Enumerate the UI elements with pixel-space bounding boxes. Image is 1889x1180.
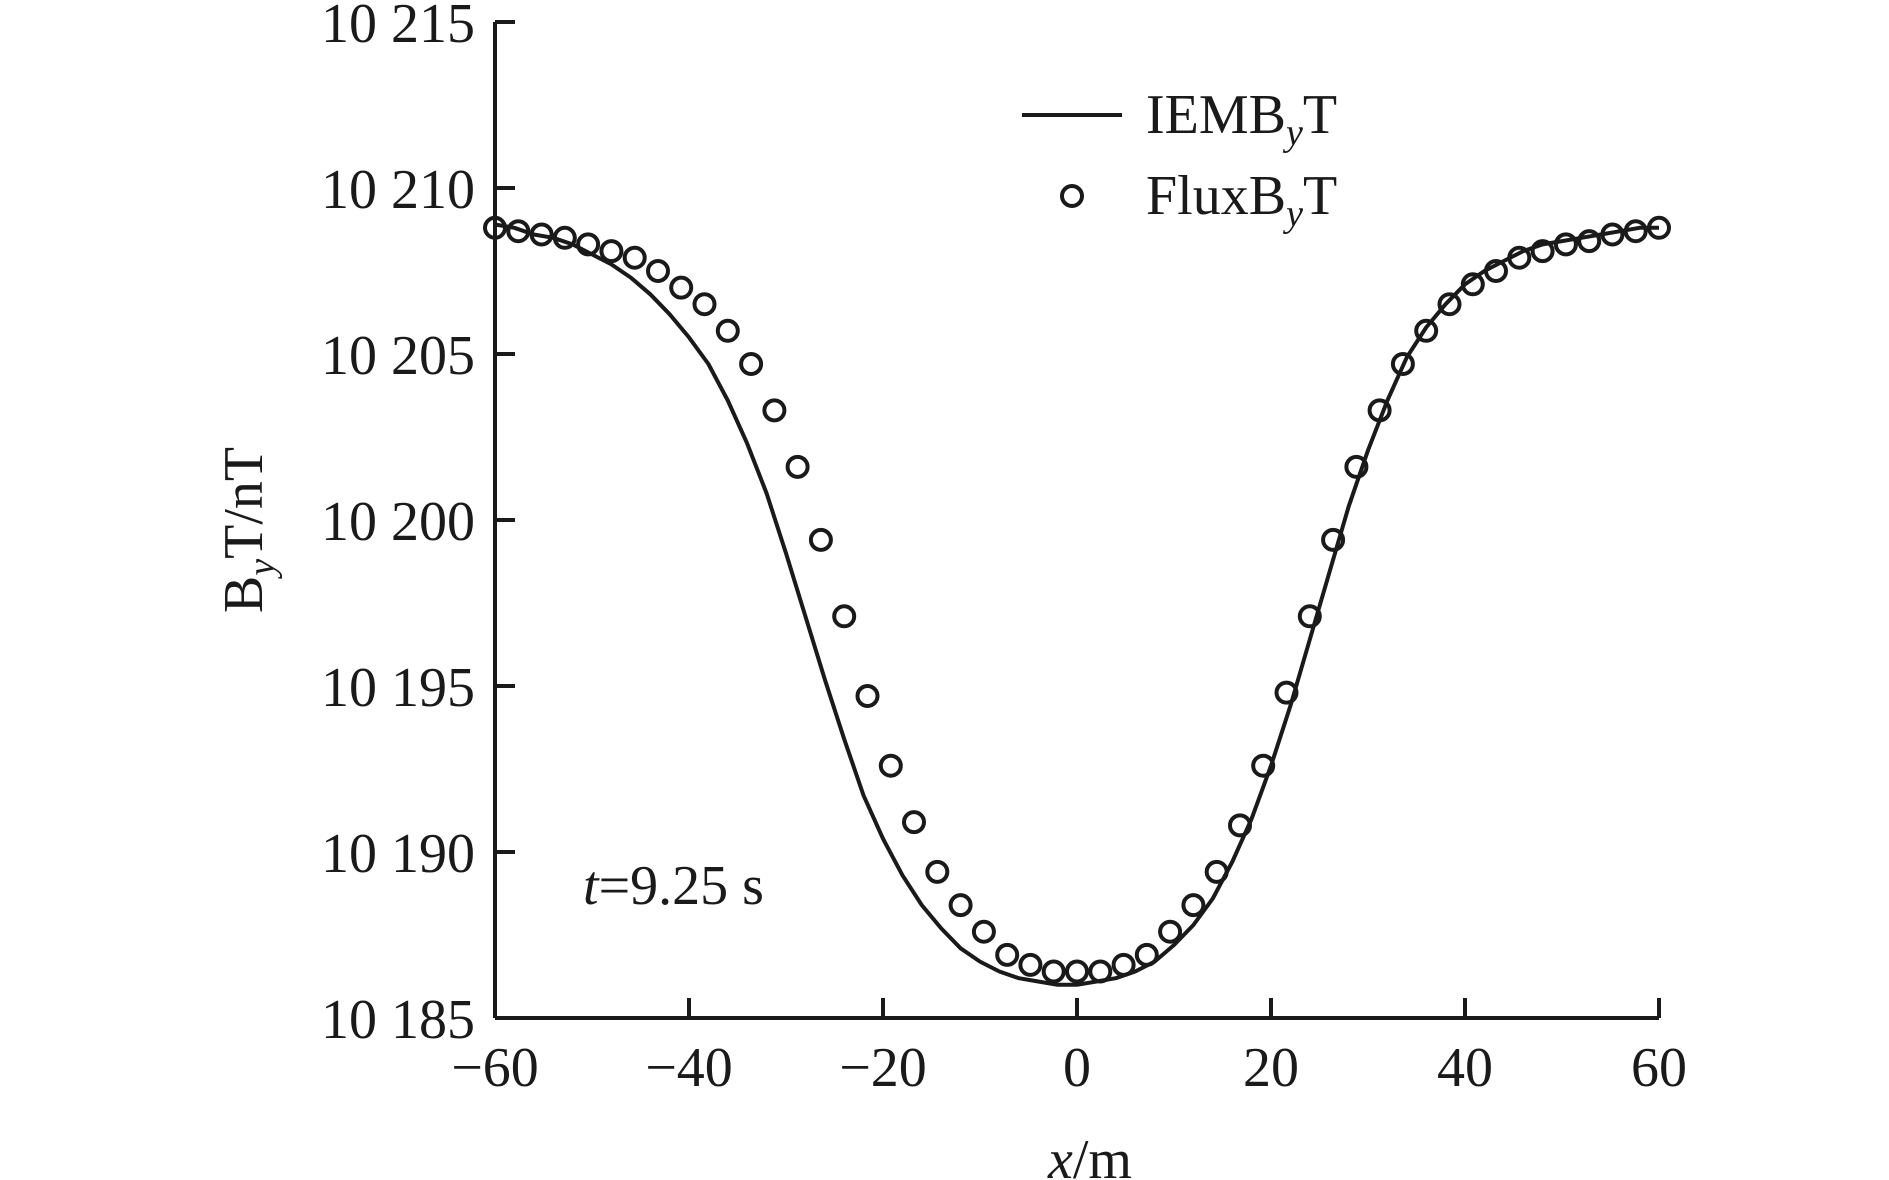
plot-series — [483, 215, 1671, 987]
y-tick-label: 10 205 — [321, 325, 475, 387]
y-axis-title-rest: T/nT — [213, 447, 275, 559]
x-axis-title-var: x — [1047, 1129, 1073, 1180]
flux-data-point — [739, 352, 764, 376]
flux-data-point — [622, 245, 647, 270]
flux-data-point — [1367, 398, 1392, 423]
flux-data-point — [1041, 959, 1066, 984]
flux-data-point — [715, 318, 740, 343]
flux-data-point — [971, 919, 996, 944]
flux-data-point — [692, 292, 717, 317]
flux-data-point — [1111, 952, 1136, 977]
iemb-series-line — [494, 222, 1659, 987]
flux-data-point — [1600, 222, 1625, 247]
flux-data-point — [1647, 215, 1671, 240]
x-tick-label: 20 — [1243, 1037, 1299, 1099]
flux-data-point — [1181, 893, 1206, 918]
legend-label-flux-sub: y — [1282, 193, 1303, 235]
flux-data-point — [1274, 680, 1299, 705]
x-axis-title: x/m — [1047, 1129, 1132, 1180]
flux-data-point — [1228, 813, 1252, 838]
flux-data-point — [1251, 753, 1276, 778]
flux-data-point — [995, 942, 1020, 967]
flux-data-point — [576, 232, 601, 257]
x-axis-title-unit: /m — [1073, 1129, 1132, 1180]
y-tick-label: 10 185 — [321, 989, 475, 1051]
flux-data-point — [1577, 229, 1602, 254]
x-tick-label: 60 — [1631, 1037, 1687, 1099]
time-annotation-var: t — [583, 855, 600, 917]
legend-label-iemb: IEMByT — [1146, 84, 1337, 154]
flux-data-point — [1623, 219, 1648, 244]
legend-label-iemb-name: IEMB — [1146, 84, 1286, 146]
time-annotation-value: =9.25 s — [599, 855, 764, 917]
flux-data-point — [646, 259, 670, 283]
y-axis-title-base: B — [213, 576, 275, 613]
flux-data-point — [878, 753, 903, 778]
flux-data-point — [552, 225, 577, 250]
legend-label-flux-name: FluxB — [1146, 165, 1286, 227]
legend-label-flux: FluxByT — [1146, 165, 1337, 235]
flux-data-point — [1344, 454, 1369, 479]
y-tick-label: 10 200 — [321, 491, 475, 553]
x-tick-label: −60 — [451, 1037, 539, 1099]
flux-data-point — [1530, 239, 1555, 264]
flux-data-point — [1414, 318, 1439, 343]
x-tick-label: 40 — [1437, 1037, 1493, 1099]
flux-data-point — [1204, 859, 1229, 884]
flux-data-point — [1484, 259, 1508, 283]
flux-data-point — [669, 275, 694, 300]
legend-circle-symbol — [1060, 184, 1084, 208]
flux-data-point — [1390, 352, 1415, 376]
flux-data-point — [762, 398, 787, 423]
flux-data-point — [925, 859, 950, 884]
flux-data-point — [902, 810, 926, 835]
legend-label-iemb-sub: y — [1282, 112, 1303, 154]
y-axis-title: ByT/nT — [213, 447, 283, 613]
flux-data-point — [1088, 959, 1113, 984]
x-tick-label: −20 — [839, 1037, 927, 1099]
flux-data-point — [1158, 919, 1183, 944]
y-tick-label: 10 195 — [321, 657, 475, 719]
flux-data-point — [1507, 245, 1532, 270]
y-tick-label: 10 215 — [321, 0, 475, 55]
flux-data-point — [1018, 952, 1043, 977]
flux-data-point — [506, 219, 531, 244]
flux-data-point — [1134, 942, 1159, 967]
legend-label-iemb-suffix: T — [1303, 84, 1337, 146]
flux-data-point — [1437, 292, 1462, 317]
y-ticks: 10 185 10 190 10 195 10 200 10 205 10 210 10 2… — [321, 0, 515, 1051]
flux-data-point — [785, 454, 810, 479]
time-annotation: t=9.25 s — [583, 855, 764, 917]
flux-data-point — [1553, 232, 1578, 257]
flux-data-point — [599, 239, 624, 264]
flux-data-point — [948, 893, 973, 918]
x-tick-label: 0 — [1063, 1037, 1091, 1099]
legend: IEMByT FluxByT — [1022, 84, 1337, 235]
y-tick-label: 10 210 — [321, 159, 475, 221]
flux-data-point — [832, 604, 857, 629]
legend-label-flux-suffix: T — [1303, 165, 1337, 227]
flux-data-point — [1065, 959, 1089, 984]
flux-data-point — [1460, 272, 1485, 297]
x-tick-label: −40 — [645, 1037, 733, 1099]
flux-data-point — [529, 222, 554, 247]
flux-data-point — [483, 215, 507, 240]
y-axis-title-sub: y — [241, 559, 283, 580]
flux-data-point — [855, 684, 880, 708]
flux-data-point — [808, 527, 833, 552]
flux-data-point — [1321, 527, 1346, 552]
flux-data-point — [1297, 604, 1322, 629]
x-ticks: −60 −40 −20 0 20 40 60 — [451, 998, 1687, 1099]
y-tick-label: 10 190 — [321, 823, 475, 885]
